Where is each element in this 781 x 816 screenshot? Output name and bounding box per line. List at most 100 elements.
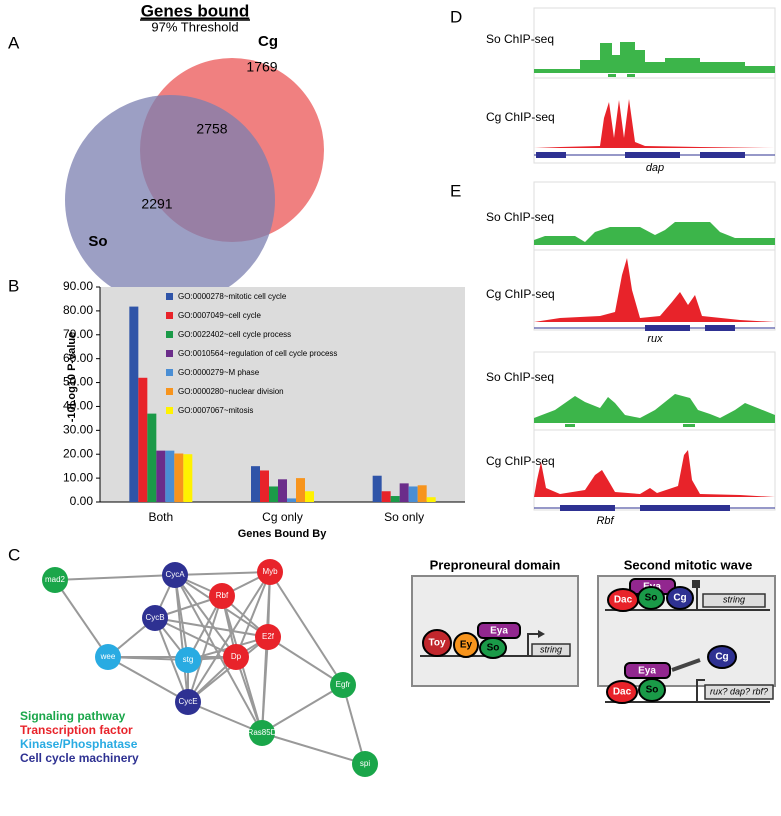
legend-swatch (166, 331, 173, 338)
bar (269, 486, 278, 502)
exon (625, 152, 680, 158)
bar (287, 498, 296, 502)
y-tick-label: 40.00 (63, 399, 93, 413)
node-label: E2f (262, 632, 275, 641)
legend-label: GO:0007067~mitosis (178, 406, 253, 415)
protein (707, 645, 737, 669)
legend-label: GO:0022402~cell cycle process (178, 330, 291, 339)
track-label: Cg ChIP-seq (486, 110, 555, 124)
network-edge (107, 656, 189, 703)
track-label: So ChIP-seq (486, 32, 554, 46)
node-label: mad2 (45, 575, 66, 584)
y-axis-label: -10Log10 P-value (66, 332, 78, 422)
gene-name: rux (647, 333, 663, 345)
network-edge (187, 701, 263, 734)
bar (372, 475, 382, 502)
network-node (352, 751, 378, 777)
protein-label: So (645, 593, 658, 604)
bar (278, 479, 287, 502)
bar (390, 496, 400, 502)
legend-label: GO:0000280~nuclear division (178, 387, 284, 396)
set-label: Cg (258, 33, 278, 50)
legend-swatch (166, 369, 173, 376)
network-node (330, 672, 356, 698)
exon (560, 505, 615, 511)
bar (305, 491, 314, 502)
cg-signal (534, 99, 775, 148)
network-edge (267, 636, 344, 686)
network-edge (174, 574, 189, 703)
y-tick-label: 30.00 (63, 423, 93, 437)
y-tick-label: 0.00 (70, 494, 94, 508)
venn-count: 2291 (141, 196, 172, 212)
cg-signal (534, 450, 775, 497)
gene-box (531, 643, 571, 657)
network-edge (54, 574, 176, 581)
venn-circle-so (65, 95, 275, 305)
bar (138, 377, 148, 502)
bar (399, 483, 409, 502)
network: mad2 CycA Myb Rbf CycB E2f wee stg Dp CycE Ras85D E… (42, 559, 378, 777)
protein-label: Eya (638, 666, 656, 677)
bar (147, 413, 157, 502)
x-axis-label: Genes Bound By (238, 528, 328, 540)
node-label: CycE (178, 697, 197, 706)
legend-swatch (166, 293, 173, 300)
exon (705, 325, 735, 331)
tss-arrow (527, 633, 540, 656)
legend-label: GO:0000278~mitotic cell cycle (178, 292, 287, 301)
node-label: Egfr (336, 680, 351, 689)
protein-label: Cg (673, 593, 686, 604)
node-label: CycA (165, 570, 185, 579)
protein-label: Ey (460, 640, 473, 651)
y-tick-label: 80.00 (63, 303, 93, 317)
panel-letter: D (450, 7, 462, 26)
set-label: So (88, 233, 107, 250)
network-edge (174, 574, 263, 734)
x-tick-label: Cg only (262, 510, 303, 524)
gene-box (704, 684, 774, 700)
track-frame (533, 351, 776, 511)
gene-box (702, 593, 766, 608)
panel-letter: B (8, 276, 19, 295)
gene-label: string (723, 594, 745, 604)
network-node (142, 605, 168, 631)
network-legend: Cell cycle machinery (20, 751, 139, 765)
protein-label: Eya (490, 626, 508, 637)
network-node (175, 647, 201, 673)
network-node (95, 644, 121, 670)
node-label: CycB (145, 613, 164, 622)
network-edge (269, 571, 344, 686)
network-edge (187, 571, 271, 703)
track-frame (533, 181, 776, 331)
gene-name: Rbf (596, 515, 614, 527)
bar (417, 485, 427, 502)
exon (645, 325, 690, 331)
track-label: So ChIP-seq (486, 210, 554, 224)
network-edge (154, 617, 269, 638)
panel-letter: A (8, 33, 20, 52)
protein (624, 662, 671, 679)
legend-swatch (166, 350, 173, 357)
protein (477, 622, 521, 639)
node-label: wee (100, 652, 116, 661)
panel-letter: C (8, 545, 20, 564)
network-node (162, 562, 188, 588)
network-node (223, 644, 249, 670)
network-edge (261, 636, 269, 734)
track-label: So ChIP-seq (486, 370, 554, 384)
venn-title: Genes bound (141, 1, 250, 20)
protein (422, 629, 452, 657)
protein (637, 586, 665, 610)
y-tick-label: 20.00 (63, 446, 93, 460)
exon (536, 152, 566, 158)
network-legend: Transcription factor (20, 723, 133, 737)
bar (381, 491, 391, 502)
node-label: Myb (262, 567, 278, 576)
y-tick-label: 50.00 (63, 375, 93, 389)
network-edge (342, 684, 366, 765)
linker (671, 658, 701, 672)
network-legend: Kinase/Phosphatase (20, 737, 138, 751)
network-edge (54, 579, 109, 658)
legend-swatch (166, 407, 173, 414)
